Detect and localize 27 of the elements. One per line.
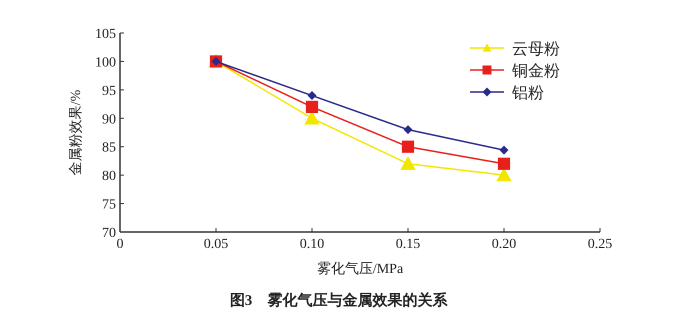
y-tick-label: 80	[102, 169, 116, 184]
x-tick-label: 0.10	[300, 237, 324, 252]
y-tick-label: 95	[102, 84, 116, 99]
x-tick-label: 0.20	[492, 237, 516, 252]
point	[306, 100, 318, 114]
x-tick-label: 0.25	[588, 237, 612, 252]
point	[400, 156, 416, 170]
point	[498, 158, 510, 170]
point	[308, 91, 316, 100]
y-axis-title: 金属粉效果/%	[68, 89, 84, 176]
legend-label: 云母粉	[512, 41, 560, 58]
point	[404, 125, 412, 134]
point	[500, 146, 508, 155]
y-tick-label: 70	[102, 226, 116, 241]
y-tick-label: 85	[102, 140, 116, 156]
y-tick-label: 75	[102, 198, 116, 213]
x-axis-title: 雾化气压/MPa	[316, 261, 404, 277]
y-tick-label: 100	[95, 55, 116, 70]
x-tick-label: 0	[116, 237, 124, 252]
y-tick-label: 90	[102, 112, 116, 128]
x-tick-label: 0.15	[396, 237, 420, 252]
legend-label: 铝粉	[511, 85, 544, 102]
legend-label: 铜金粉	[511, 63, 560, 80]
x-tick-label: 0.05	[204, 237, 228, 252]
text: 图3 雾化气压与金属效果的关系	[230, 292, 448, 309]
y-tick-label: 105	[95, 27, 116, 42]
point	[402, 140, 414, 153]
